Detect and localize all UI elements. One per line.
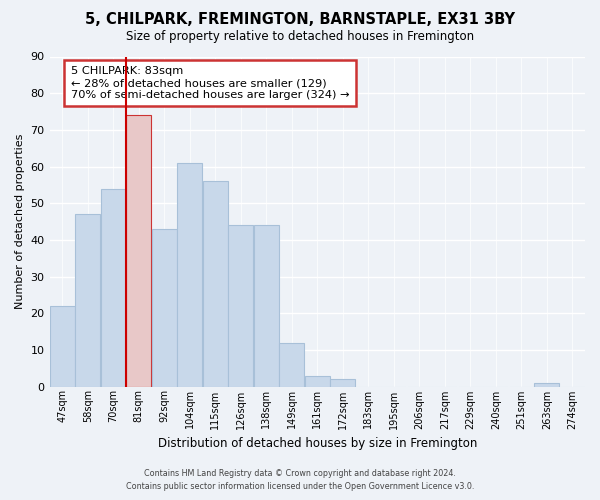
Bar (228, 225, 253, 386)
Bar (101, 188, 126, 386)
Text: Contains HM Land Registry data © Crown copyright and database right 2024.
Contai: Contains HM Land Registry data © Crown c… (126, 470, 474, 491)
X-axis label: Distribution of detached houses by size in Fremington: Distribution of detached houses by size … (158, 437, 477, 450)
Bar (254, 225, 279, 386)
Y-axis label: Number of detached properties: Number of detached properties (15, 134, 25, 309)
Bar (203, 181, 228, 386)
Bar (330, 379, 355, 386)
Text: 5 CHILPARK: 83sqm
← 28% of detached houses are smaller (129)
70% of semi-detache: 5 CHILPARK: 83sqm ← 28% of detached hous… (71, 66, 349, 100)
Bar (75, 214, 100, 386)
Bar (50, 306, 75, 386)
Bar (534, 383, 559, 386)
Bar (177, 163, 202, 386)
Text: 5, CHILPARK, FREMINGTON, BARNSTAPLE, EX31 3BY: 5, CHILPARK, FREMINGTON, BARNSTAPLE, EX3… (85, 12, 515, 28)
Bar (126, 115, 151, 386)
Bar (152, 229, 177, 386)
Bar (305, 376, 330, 386)
Bar (279, 342, 304, 386)
Text: Size of property relative to detached houses in Fremington: Size of property relative to detached ho… (126, 30, 474, 43)
